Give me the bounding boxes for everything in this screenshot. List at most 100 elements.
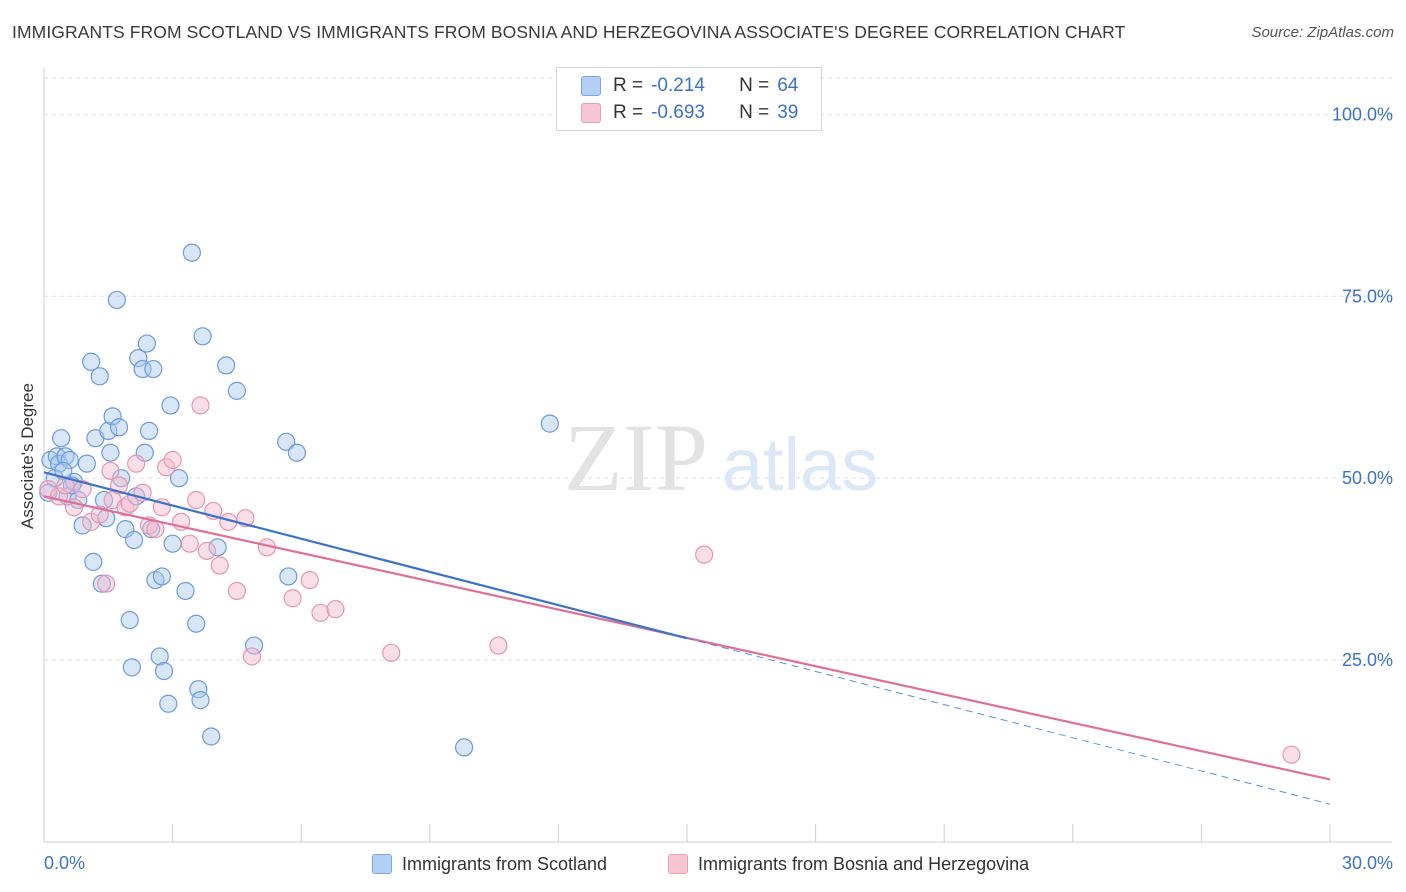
bosnia-point xyxy=(489,636,508,655)
bosnia-point xyxy=(163,450,182,470)
trend-lines xyxy=(43,471,1331,805)
bosnia-point xyxy=(210,556,229,575)
n-label: N = xyxy=(739,102,770,123)
n-value: 64 xyxy=(777,75,799,96)
scotland-point xyxy=(124,530,144,550)
x-tick-label: 30.0% xyxy=(1342,853,1393,873)
chart-title: IMMIGRANTS FROM SCOTLAND VS IMMIGRANTS F… xyxy=(12,22,1126,42)
bosnia-point xyxy=(300,570,319,590)
scotland-point xyxy=(129,349,148,368)
legend-swatch-blue xyxy=(372,854,392,874)
bosnia-point xyxy=(242,647,262,666)
scotland-point xyxy=(101,443,120,462)
scotland-trend-extension xyxy=(686,637,1331,805)
n-value: 39 xyxy=(777,102,799,123)
scotland-trend-line xyxy=(43,471,688,640)
scotland-point xyxy=(60,450,79,470)
legend-label-bosnia: Immigrants from Bosnia and Herzegovina xyxy=(698,853,1030,874)
scotland-point xyxy=(103,407,122,426)
scotland-point xyxy=(217,356,236,375)
scotland-point xyxy=(77,454,96,473)
bosnia-point xyxy=(311,603,330,622)
scotland-point xyxy=(279,567,298,586)
r-label: R = xyxy=(613,102,644,123)
scotland-point xyxy=(454,738,474,757)
scotland-point xyxy=(99,421,118,440)
scotland-point xyxy=(144,359,163,379)
scotland-point xyxy=(154,661,174,681)
bosnia-point xyxy=(180,534,199,553)
bosnia-point xyxy=(227,581,246,601)
scotland-point xyxy=(112,469,131,488)
scotland-point xyxy=(287,443,307,462)
scotland-point xyxy=(90,367,109,386)
scotland-point xyxy=(52,429,71,448)
bosnia-point xyxy=(326,600,345,619)
scotland-point xyxy=(152,567,171,586)
bosnia-point xyxy=(197,541,216,561)
legend-swatch-pink xyxy=(668,854,688,874)
scotland-point xyxy=(189,680,208,699)
y-tick-label: 50.0% xyxy=(1342,468,1393,488)
scotland-point xyxy=(133,359,152,379)
r-value: -0.693 xyxy=(651,102,705,123)
legend-row-scotland: R = -0.214 N = 64 xyxy=(581,73,798,99)
legend-item-scotland: Immigrants from Scotland xyxy=(372,852,607,876)
scotland-point xyxy=(191,691,210,710)
scotland-point xyxy=(82,352,101,371)
scotland-point xyxy=(139,421,159,440)
scotland-point xyxy=(120,610,139,630)
scotland-point xyxy=(137,334,156,353)
scotland-point xyxy=(540,414,559,433)
scotland-point xyxy=(244,636,264,655)
scotland-point xyxy=(182,243,201,262)
legend-row-bosnia: R = -0.693 N = 39 xyxy=(581,100,798,126)
bosnia-point xyxy=(1282,745,1301,764)
source-label: Source: ZipAtlas.com xyxy=(1251,24,1394,41)
y-tick-label: 75.0% xyxy=(1342,286,1393,306)
legend-label-scotland: Immigrants from Scotland xyxy=(402,853,608,874)
bosnia-point xyxy=(97,574,116,593)
y-tick-label: 100.0% xyxy=(1332,104,1393,124)
scotland-point xyxy=(150,647,169,666)
scotland-point xyxy=(159,694,178,713)
bosnia-point xyxy=(157,458,176,477)
bosnia-point xyxy=(187,490,206,510)
r-label: R = xyxy=(613,75,644,96)
bosnia-point xyxy=(283,589,302,608)
r-value: -0.214 xyxy=(651,75,705,96)
scotland-point xyxy=(122,658,141,677)
watermark-zip: ZIP xyxy=(564,404,708,511)
scotland-point xyxy=(84,552,103,571)
y-tick-label: 25.0% xyxy=(1342,650,1393,670)
bosnia-point xyxy=(127,454,146,473)
scotland-point xyxy=(163,534,182,553)
scotland-point xyxy=(92,574,111,593)
tick-labels: 25.0% 50.0% 75.0% 100.0% 0.0% 30.0% xyxy=(44,104,1393,873)
grid-lines xyxy=(44,77,1392,661)
correlation-legend: R = -0.214 N = 64 R = -0.693 N = 39 xyxy=(556,67,822,131)
x-tick-label: 0.0% xyxy=(44,853,85,873)
scotland-point xyxy=(176,581,195,601)
y-axis-title: Associate's Degree xyxy=(18,383,37,529)
scotland-point xyxy=(161,396,180,415)
bosnia-point xyxy=(695,545,714,564)
scotland-point xyxy=(227,381,246,400)
legend-swatch-pink xyxy=(581,103,601,123)
scotland-point xyxy=(193,327,212,346)
scotland-point xyxy=(277,432,296,451)
watermark: ZIP atlas xyxy=(564,404,878,511)
legend-item-bosnia: Immigrants from Bosnia and Herzegovina xyxy=(668,852,1029,876)
bosnia-point xyxy=(101,461,120,481)
bosnia-point xyxy=(191,396,210,415)
scotland-point xyxy=(208,538,227,557)
bosnia-point xyxy=(73,480,92,499)
axes xyxy=(43,68,1392,843)
n-label: N = xyxy=(739,75,770,96)
watermark-atlas: atlas xyxy=(722,423,878,506)
scotland-point xyxy=(109,418,129,437)
scotland-point xyxy=(107,290,126,310)
legend-swatch-blue xyxy=(581,76,601,96)
scotland-point xyxy=(202,727,221,746)
